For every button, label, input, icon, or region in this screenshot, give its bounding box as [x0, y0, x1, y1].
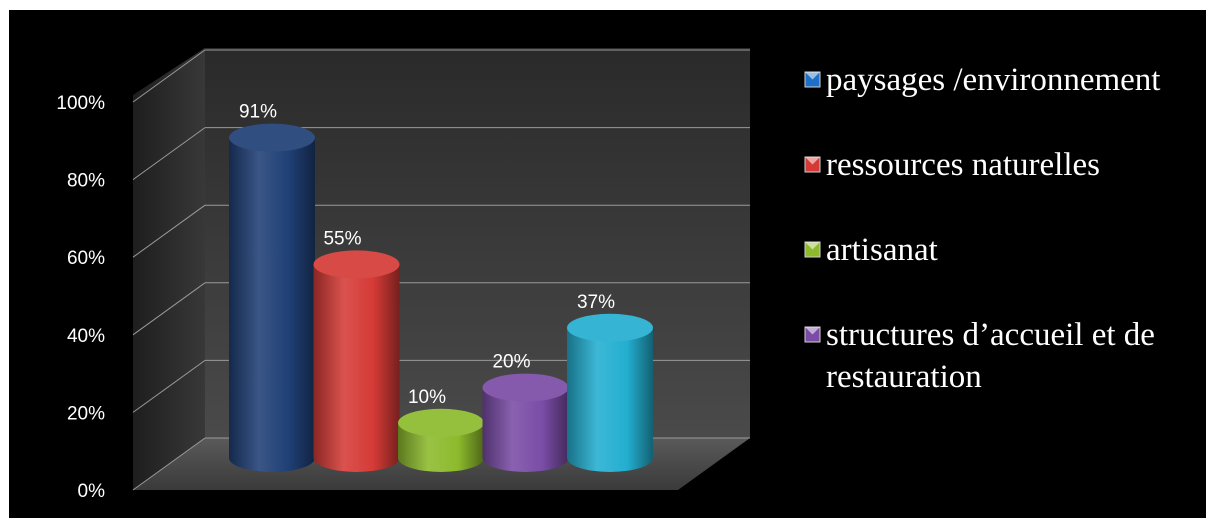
- bar-top: [229, 123, 315, 152]
- bar-body: [482, 387, 569, 472]
- gridline-side: [132, 204, 206, 258]
- legend-entry: ressources naturelles: [804, 147, 1100, 183]
- legend: paysages /environnement ressources nature…: [804, 62, 1160, 395]
- bar: [229, 123, 315, 472]
- data-labels: 91% 55% 10% 20% 37%: [239, 102, 615, 408]
- data-label: 55%: [323, 228, 361, 249]
- bar: [313, 250, 400, 472]
- legend-swatch-highlight: [805, 72, 820, 80]
- legend-label: restauration: [826, 359, 982, 395]
- legend-entry: paysages /environnement: [804, 62, 1160, 98]
- bar-body: [567, 327, 653, 472]
- legend-label: structures d’accueil et de: [826, 317, 1155, 353]
- bar-top: [567, 313, 653, 342]
- bar: [567, 313, 653, 472]
- y-tick-label: 40%: [67, 326, 105, 347]
- gridline-side: [132, 437, 206, 491]
- bar: [398, 408, 484, 472]
- gridline-side: [132, 49, 206, 103]
- legend-label: artisanat: [826, 232, 938, 268]
- legend-swatch-highlight: [805, 157, 820, 165]
- y-tick-label: 60%: [67, 248, 105, 269]
- y-tick-label: 100%: [56, 93, 105, 114]
- legend-entry: artisanat: [804, 232, 938, 268]
- legend-swatch-highlight: [805, 242, 820, 250]
- bar: [482, 373, 569, 472]
- gridline-side: [132, 282, 206, 336]
- bar-top: [398, 408, 484, 437]
- y-axis-ticks: 0% 20% 40% 60% 80% 100%: [56, 93, 105, 502]
- legend-label: paysages /environnement: [826, 62, 1160, 98]
- legend-label: ressources naturelles: [826, 147, 1100, 183]
- bar-body: [398, 422, 484, 472]
- data-label: 10%: [408, 387, 446, 408]
- legend-swatch-highlight: [805, 327, 820, 335]
- gridline-side: [132, 127, 206, 181]
- data-label: 91%: [239, 102, 277, 123]
- y-tick-label: 0%: [78, 481, 106, 502]
- y-tick-label: 80%: [67, 171, 105, 192]
- gridline-side: [132, 359, 206, 413]
- data-label: 37%: [577, 292, 615, 313]
- side-wall: [133, 48, 205, 490]
- bar-top: [313, 250, 400, 279]
- bar-top: [482, 373, 569, 402]
- bar-body: [229, 137, 315, 472]
- data-label: 20%: [492, 352, 530, 373]
- y-tick-label: 20%: [67, 403, 105, 424]
- bars: [229, 123, 653, 472]
- bar-body: [313, 264, 400, 472]
- legend-entry: structures d’accueil et de restauration: [804, 317, 1155, 395]
